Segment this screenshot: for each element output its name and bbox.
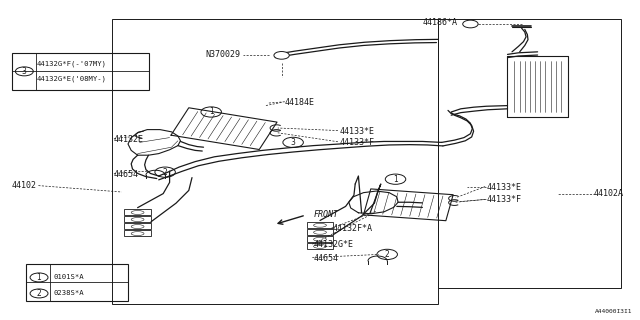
Bar xyxy=(124,216,151,222)
Text: 1: 1 xyxy=(209,108,214,116)
Bar xyxy=(26,264,128,301)
Text: 2: 2 xyxy=(385,250,390,259)
Text: 44133*E: 44133*E xyxy=(339,127,374,136)
Text: 44132F*A: 44132F*A xyxy=(333,224,372,233)
Bar xyxy=(112,19,438,304)
Bar xyxy=(124,209,151,215)
Bar xyxy=(307,229,333,235)
Text: 44133*F: 44133*F xyxy=(486,196,522,204)
Text: 44133*E: 44133*E xyxy=(486,183,522,192)
Text: 2: 2 xyxy=(36,289,42,298)
Text: 1: 1 xyxy=(36,273,42,282)
Text: 44132G*E('08MY-): 44132G*E('08MY-) xyxy=(37,76,107,82)
Text: 1: 1 xyxy=(393,175,398,184)
Text: 44132G*E: 44132G*E xyxy=(314,240,354,249)
Bar xyxy=(307,243,333,249)
Text: 0101S*A: 0101S*A xyxy=(53,275,84,280)
Text: 44132G*F(-'07MY): 44132G*F(-'07MY) xyxy=(37,61,107,67)
Circle shape xyxy=(274,52,289,59)
Bar xyxy=(438,19,621,288)
Circle shape xyxy=(463,20,478,28)
Text: 44133*F: 44133*F xyxy=(339,138,374,147)
Text: 44184E: 44184E xyxy=(285,98,315,107)
Text: 44654: 44654 xyxy=(314,254,339,263)
Text: 44186*A: 44186*A xyxy=(422,18,458,27)
Text: 44102: 44102 xyxy=(12,181,36,190)
Text: 44654: 44654 xyxy=(114,170,139,179)
Text: 3: 3 xyxy=(291,138,296,147)
Text: 44132E: 44132E xyxy=(114,135,144,144)
Bar xyxy=(124,223,151,229)
Text: A44000I3I1: A44000I3I1 xyxy=(595,309,632,314)
Text: FRONT: FRONT xyxy=(314,210,339,219)
Bar xyxy=(307,222,333,228)
Text: N370029: N370029 xyxy=(205,50,240,59)
Text: 3: 3 xyxy=(22,67,27,76)
Bar xyxy=(12,53,149,90)
Bar xyxy=(307,236,333,242)
Text: 44102A: 44102A xyxy=(594,189,624,198)
Text: 0238S*A: 0238S*A xyxy=(53,291,84,296)
Text: 2: 2 xyxy=(163,168,168,177)
Bar xyxy=(124,230,151,236)
